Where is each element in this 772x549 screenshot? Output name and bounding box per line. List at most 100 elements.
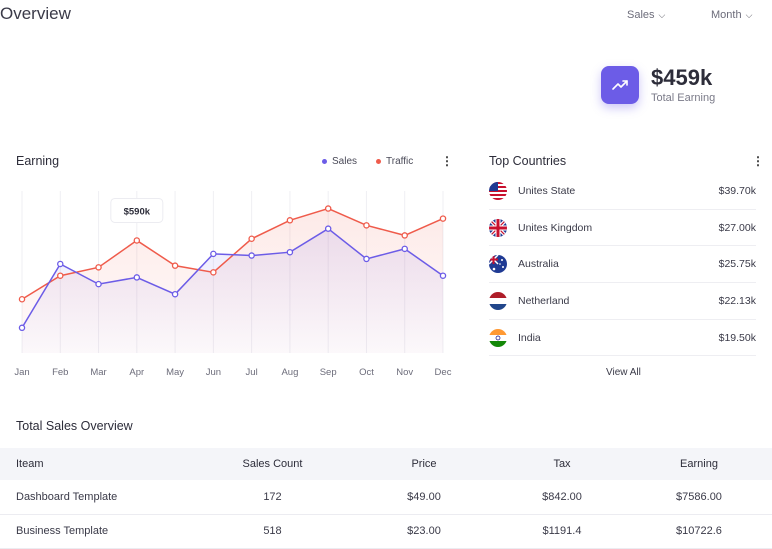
data-point-traffic[interactable] [248, 235, 255, 243]
x-tick-label: Sep [320, 367, 337, 378]
data-point-traffic[interactable] [133, 237, 141, 244]
data-point-sales[interactable] [133, 274, 141, 281]
month-dropdown-label: Month [711, 9, 742, 21]
month-dropdown[interactable]: Month ⌵ [711, 9, 752, 21]
table-cell: Business Template [0, 514, 195, 549]
table-cell: $842.00 [498, 480, 626, 515]
series-line-traffic [21, 207, 444, 300]
data-point-traffic[interactable] [439, 215, 447, 222]
series-line-sales [21, 227, 444, 329]
total-earning-label: Total Earning [651, 91, 716, 104]
table-header-row: Iteam Sales Count Price Tax Earning [0, 448, 772, 480]
x-tick-label: Apr [129, 367, 144, 378]
data-point-sales[interactable] [57, 260, 64, 268]
tooltip-label: $590k [124, 206, 151, 217]
legend-traffic[interactable]: Traffic [376, 156, 413, 167]
list-item[interactable]: Netherland $22.13k [489, 283, 756, 320]
data-point-sales[interactable] [210, 250, 217, 258]
chevron-down-icon: ⌵ [745, 9, 753, 20]
data-point-sales[interactable] [363, 255, 370, 263]
nl-flag-icon [489, 291, 507, 310]
earning-line-chart: Jan Feb Mar Apr May Jun Jul Aug Sep Oct Nov Dec $59… [14, 191, 452, 378]
data-point-sales[interactable] [439, 272, 447, 279]
x-tick-label: Jun [206, 367, 221, 378]
x-tick-label: Jul [246, 367, 258, 378]
x-tick-label: Aug [281, 367, 298, 378]
x-tick-label: Jan [14, 367, 29, 378]
data-point-traffic[interactable] [286, 217, 294, 224]
data-point-traffic[interactable] [171, 262, 179, 269]
data-point-sales[interactable] [95, 280, 102, 288]
us-flag-icon [489, 181, 507, 200]
column-header[interactable]: Iteam [0, 448, 195, 480]
x-tick-label: Nov [396, 367, 413, 378]
data-point-sales[interactable] [248, 252, 255, 259]
table-cell: Dashboard Template [0, 480, 195, 515]
total-earning-card: $459k Total Earning [601, 66, 715, 104]
country-value: $25.75k [718, 258, 756, 271]
country-list: Unites State $39.70k Unites Kingdom $27.… [489, 173, 756, 357]
data-point-sales[interactable] [171, 290, 179, 298]
chevron-down-icon: ⌵ [658, 9, 666, 20]
data-point-sales[interactable] [324, 225, 332, 232]
data-point-traffic[interactable] [210, 269, 217, 276]
data-point-sales[interactable] [401, 245, 408, 253]
in-flag-icon [489, 328, 507, 347]
x-tick-label: May [166, 367, 184, 378]
legend-traffic-dot [376, 159, 381, 164]
sales-dropdown-label: Sales [627, 9, 655, 21]
list-item[interactable]: India $19.50k [489, 320, 756, 357]
view-all-link[interactable]: View All [606, 367, 641, 378]
legend-sales[interactable]: Sales [322, 156, 357, 167]
country-name: Unites Kingdom [518, 221, 593, 234]
data-point-traffic[interactable] [18, 295, 26, 303]
column-header[interactable]: Tax [498, 448, 626, 480]
data-point-sales[interactable] [18, 324, 26, 332]
x-tick-label: Oct [359, 367, 374, 378]
country-value: $19.50k [718, 331, 756, 344]
uk-flag-icon [489, 218, 507, 237]
sales-overview-table: Iteam Sales Count Price Tax Earning Dash… [0, 448, 772, 549]
list-item[interactable]: Australia $25.75k [489, 246, 756, 284]
data-point-traffic[interactable] [363, 222, 370, 229]
country-name: Australia [518, 258, 559, 271]
table-cell: 172 [195, 480, 350, 515]
x-tick-label: Feb [52, 367, 68, 378]
column-header[interactable]: Sales Count [195, 448, 350, 480]
data-point-traffic[interactable] [95, 264, 102, 271]
top-countries-title: Top Countries [489, 154, 567, 168]
sales-overview-title: Total Sales Overview [16, 419, 133, 433]
table-cell: $1191.4 [498, 514, 626, 549]
data-point-traffic[interactable] [324, 205, 332, 212]
table-cell: $7586.00 [626, 480, 772, 515]
list-item[interactable]: Unites State $39.70k [489, 173, 756, 210]
data-point-traffic[interactable] [401, 232, 408, 239]
country-value: $39.70k [718, 184, 756, 197]
table-cell: $49.00 [350, 480, 498, 515]
column-header[interactable]: Earning [626, 448, 772, 480]
table-cell: $23.00 [350, 514, 498, 549]
country-value: $27.00k [718, 221, 756, 234]
tooltip-box [110, 197, 164, 223]
table-row[interactable]: Dashboard Template 172 $49.00 $842.00 $7… [0, 480, 772, 515]
table-cell: 518 [195, 514, 350, 549]
data-point-traffic[interactable] [57, 272, 64, 279]
au-flag-icon [489, 255, 507, 274]
x-tick-label: Dec [435, 367, 452, 378]
series-area-sales [22, 228, 443, 353]
table-cell: $10722.6 [626, 514, 772, 549]
earning-card-title: Earning [16, 154, 60, 168]
table-row[interactable]: Business Template 518 $23.00 $1191.4 $10… [0, 514, 772, 549]
list-item[interactable]: Unites Kingdom $27.00k [489, 210, 756, 247]
legend-sales-label: Sales [332, 156, 358, 167]
trending-up-icon [601, 66, 639, 104]
x-tick-label: Mar [90, 367, 106, 378]
page-title: Overview [0, 4, 71, 23]
data-point-sales[interactable] [286, 248, 294, 256]
country-name: Unites State [518, 184, 576, 197]
sales-dropdown[interactable]: Sales ⌵ [627, 9, 665, 21]
country-name: Netherland [518, 294, 570, 307]
column-header[interactable]: Price [350, 448, 498, 480]
countries-more-menu-icon[interactable]: ⋮ [752, 154, 764, 168]
earning-more-menu-icon[interactable]: ⋮ [441, 154, 453, 168]
